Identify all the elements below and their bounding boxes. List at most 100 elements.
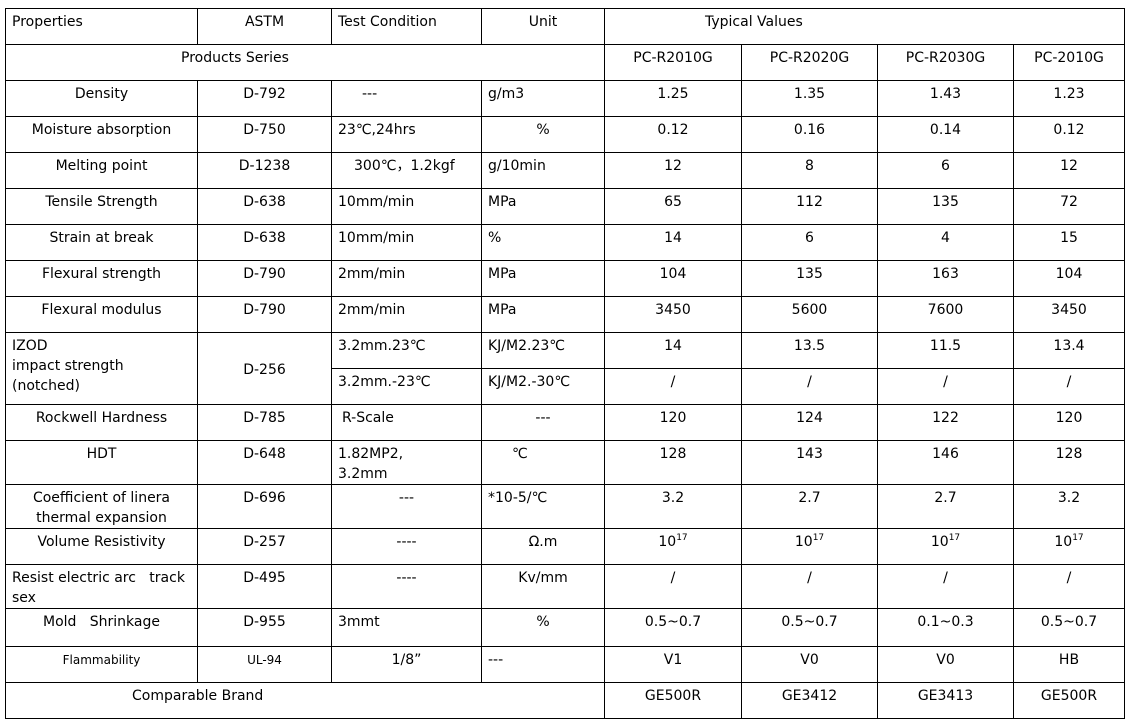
astm-code: D-257: [197, 528, 332, 565]
table-row: Moisture absorption D-750 23℃,24hrs% 0.12 0.…: [5, 116, 1125, 153]
unit: Kv/mm: [481, 564, 605, 609]
typical-value: 14: [604, 332, 742, 369]
typical-value: 3.2: [1013, 484, 1125, 529]
typical-value: 1017: [877, 528, 1014, 565]
property-name: IZOD impact strength (notched): [5, 332, 198, 405]
table-row: Strain at break D-638 10mm/min% 14 6 4 15: [5, 224, 1125, 261]
property-name: Flammability: [5, 646, 198, 683]
property-name: Resist electric arc track sex: [5, 564, 198, 609]
test-condition: 23℃,24hrs: [331, 116, 482, 153]
typical-value: 0.16: [741, 116, 878, 153]
test-condition: ----: [331, 564, 482, 609]
table-row: Flexural modulus D-790 2mm/min MPa 3450 5600 7…: [5, 296, 1125, 333]
astm-code: D-790: [197, 260, 332, 297]
table-row: IZOD impact strength (notched) D-256 3.2mm…: [5, 332, 1125, 405]
typical-value: 135: [741, 260, 878, 297]
test-condition: 3.2mm.-23℃: [331, 368, 482, 405]
unit: ---: [481, 646, 605, 683]
comparable-brand-row: Comparable Brand GE500R GE3412 GE3413 GE500R: [5, 682, 1125, 719]
typical-value: 6: [877, 152, 1014, 189]
products-series-row: Products Series PC-R2010G PC-R2020G PC-R…: [5, 44, 1125, 81]
value-exponent: 17: [948, 533, 961, 543]
unit: KJ/M2.-30℃: [481, 368, 605, 405]
typical-value: 0.1~0.3: [877, 608, 1014, 647]
property-name: Volume Resistivity: [5, 528, 198, 565]
value-base: 10: [930, 534, 949, 550]
test-condition: 1/8”: [331, 646, 482, 683]
unit: KJ/M2.23℃: [481, 332, 605, 369]
typical-value: 143: [741, 440, 878, 485]
typical-value: /: [741, 564, 878, 609]
unit: MPa: [481, 188, 605, 225]
typical-value: 3450: [604, 296, 742, 333]
astm-code: D-696: [197, 484, 332, 529]
table-row: Flammability UL-94 1/8” --- V1 V0 V0 HB: [5, 646, 1125, 683]
typical-value: 104: [604, 260, 742, 297]
typical-value: 12: [1013, 152, 1125, 189]
astm-code: D-785: [197, 404, 332, 441]
property-name: HDT: [5, 440, 198, 485]
header-test-condition: Test Condition: [331, 8, 482, 45]
table-row: Tensile Strength D-638 10mm/min MPa 65 112 135…: [5, 188, 1125, 225]
test-condition: ----: [331, 528, 482, 565]
property-name: Strain at break: [5, 224, 198, 261]
typical-value: /: [877, 564, 1014, 609]
unit: %: [481, 224, 605, 261]
typical-value: 65: [604, 188, 742, 225]
typical-value: 120: [1013, 404, 1125, 441]
typical-value: 163: [877, 260, 1014, 297]
table-row: Volume Resistivity D-257 ---- Ω.m 1017 1017 10…: [5, 528, 1125, 565]
typical-value: V1: [604, 646, 742, 683]
typical-value: /: [604, 368, 742, 405]
unit: MPa: [481, 296, 605, 333]
astm-code: D-638: [197, 224, 332, 261]
typical-value: /: [1013, 564, 1125, 609]
property-name: Rockwell Hardness: [5, 404, 198, 441]
header-unit: Unit: [481, 8, 605, 45]
unit: %: [481, 116, 605, 153]
typical-value: /: [741, 368, 878, 405]
typical-value: 13.4: [1013, 332, 1125, 369]
property-name: Flexural modulus: [5, 296, 198, 333]
value-exponent: 17: [1072, 533, 1084, 543]
test-condition: 300℃，1.2kgf: [331, 152, 482, 189]
test-condition: 1.82MP2, 3.2mm: [331, 440, 482, 485]
brand-value: GE500R: [604, 682, 742, 719]
astm-code: D-790: [197, 296, 332, 333]
value-exponent: 17: [676, 533, 688, 543]
typical-value: 128: [1013, 440, 1125, 485]
typical-value: 1.25: [604, 80, 742, 117]
typical-value: 1.35: [741, 80, 878, 117]
unit: Ω.m: [481, 528, 605, 565]
test-condition: R-Scale: [331, 404, 482, 441]
unit: ℃: [481, 440, 605, 485]
typical-value: /: [1013, 368, 1125, 405]
test-condition: 3.2mm.23℃: [331, 332, 482, 369]
astm-code: D-750: [197, 116, 332, 153]
value-base: 10: [1054, 534, 1073, 550]
typical-value: 0.5~0.7: [604, 608, 742, 647]
typical-value: 0.5~0.7: [741, 608, 878, 647]
typical-value: 104: [1013, 260, 1125, 297]
value-base: 10: [794, 534, 813, 550]
astm-code: D-955: [197, 608, 332, 647]
test-condition: 3mmt: [331, 608, 482, 647]
typical-value: 146: [877, 440, 1014, 485]
typical-value: 1.43: [877, 80, 1014, 117]
test-condition: ---: [331, 80, 482, 117]
typical-value: 120: [604, 404, 742, 441]
value-base: 10: [658, 534, 677, 550]
table-row: Rockwell Hardness D-785 R-Scale --- 120 124 12…: [5, 404, 1125, 441]
astm-code: D-792: [197, 80, 332, 117]
brand-value: GE3413: [877, 682, 1014, 719]
typical-value: V0: [741, 646, 878, 683]
table-row: HDT D-648 1.82MP2, 3.2mm ℃ 128 143 146 128: [5, 440, 1125, 485]
test-condition: 2mm/min: [331, 296, 482, 333]
test-condition: ---: [331, 484, 482, 529]
typical-value: 72: [1013, 188, 1125, 225]
property-name: Coefficient of linera thermal expansion: [5, 484, 198, 529]
astm-code: UL-94: [197, 646, 332, 683]
typical-value: 5600: [741, 296, 878, 333]
typical-value: 3.2: [604, 484, 742, 529]
brand-value: GE500R: [1013, 682, 1125, 719]
